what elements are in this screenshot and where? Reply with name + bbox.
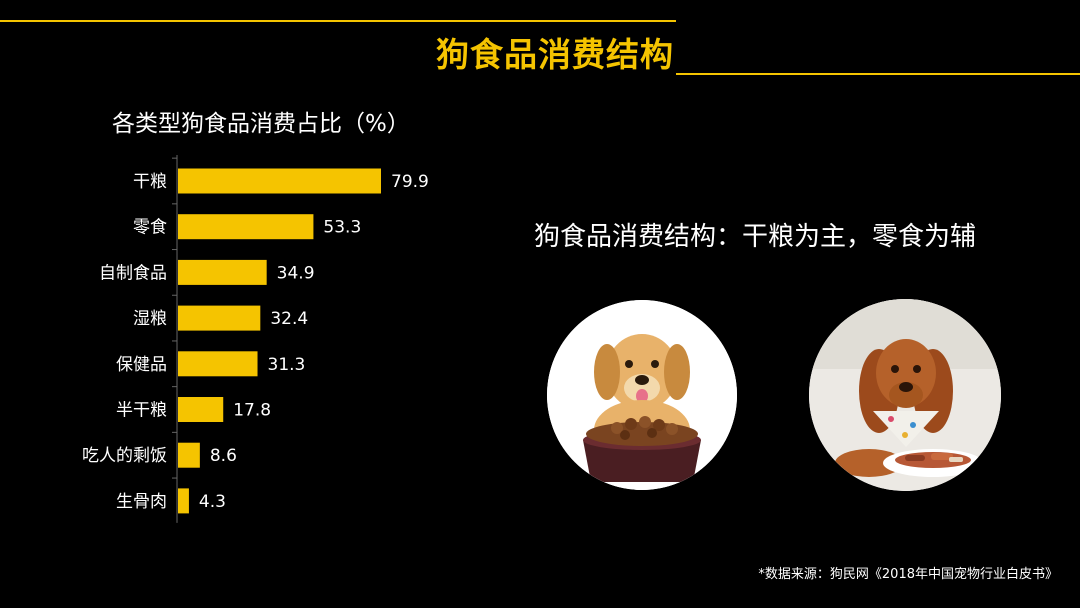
category-label: 零食 <box>133 218 167 238</box>
category-label: 半干粮 <box>116 401 167 421</box>
bar <box>178 397 224 422</box>
chart-title: 各类型狗食品消费占比（%） <box>112 111 410 137</box>
top-accent-line <box>0 20 676 22</box>
value-label: 79.9 <box>391 172 429 192</box>
bar <box>178 259 267 285</box>
category-label: 湿粮 <box>133 309 167 329</box>
bar <box>178 214 314 240</box>
bar <box>178 305 261 331</box>
value-label: 32.4 <box>270 309 308 329</box>
category-label: 自制食品 <box>99 263 167 283</box>
bar <box>178 488 189 514</box>
dog-snack-photo <box>809 299 1001 491</box>
value-label: 53.3 <box>323 218 361 238</box>
category-label: 生骨肉 <box>116 492 167 512</box>
bar <box>178 168 381 194</box>
value-label: 34.9 <box>277 263 315 283</box>
headline-text: 狗食品消费结构：干粮为主，零食为辅 <box>534 222 977 252</box>
bar <box>178 442 200 468</box>
bar <box>178 351 258 377</box>
page-title: 狗食品消费结构 <box>436 35 674 74</box>
title-underline <box>676 73 1080 75</box>
value-label: 31.3 <box>268 355 306 375</box>
category-label: 干粮 <box>133 172 167 192</box>
category-label: 吃人的剩饭 <box>82 446 167 466</box>
value-label: 4.3 <box>199 492 226 512</box>
bar-chart: 干粮 79.9 零食 53.3 自制食品 34.9 湿粮 32.4 保健品 31.3 半干粮 17.8… <box>82 155 429 523</box>
value-label: 8.6 <box>210 446 237 466</box>
data-source-note: *数据来源：狗民网《2018年中国宠物行业白皮书》 <box>758 567 1058 582</box>
puppy-food-photo <box>547 300 737 490</box>
category-label: 保健品 <box>116 355 167 375</box>
value-label: 17.8 <box>233 401 271 421</box>
